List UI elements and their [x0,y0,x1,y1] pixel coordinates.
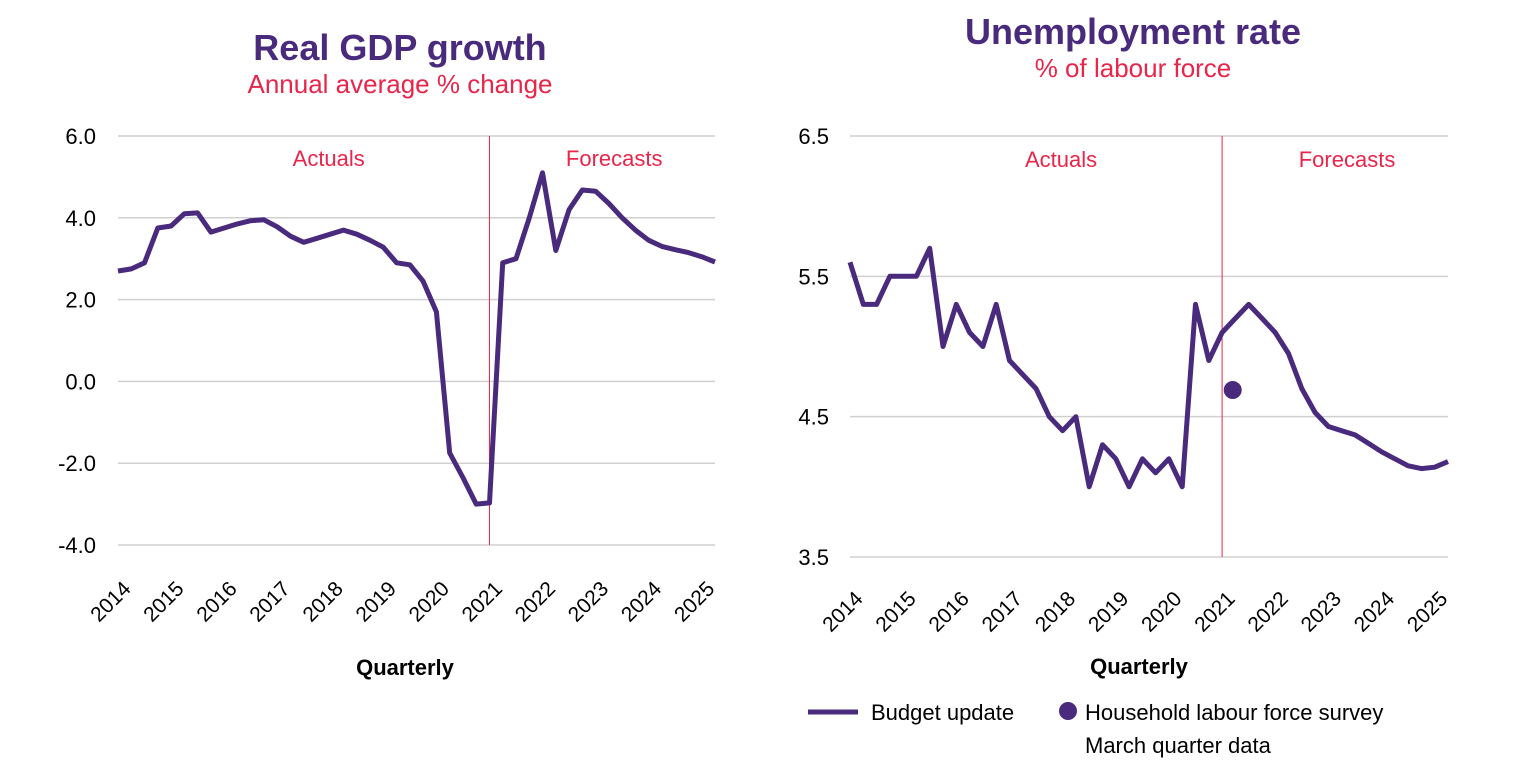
un-x-tick-label: 2014 [818,587,868,637]
un-x-tick-label: 2019 [1084,587,1133,636]
gdp-y-tick-label: -4.0 [58,533,96,558]
un-x-tick-label: 2023 [1297,587,1346,636]
gdp-x-tick-label: 2023 [564,577,613,626]
legend-label-budget-update: Budget update [871,700,1014,725]
gdp-y-tick-label: 0.0 [65,369,96,394]
un-y-tick-label: 5.5 [798,264,829,289]
gdp-x-tick-label: 2016 [192,577,241,626]
un-x-tick-label: 2024 [1350,587,1400,637]
unemployment-x-axis: 2014 2015 2016 2017 2018 2019 2020 2021 2022 2023… [818,587,1452,637]
un-series-line [847,245,1449,490]
unemployment-forecasts-label: Forecasts [1299,147,1396,172]
un-survey-point [1223,381,1242,400]
gdp-x-axis: 2014 2015 2016 2017 2018 2019 2020 2021 2022 2023… [86,577,719,627]
legend-dot-swatch [1059,702,1077,720]
un-y-tick-label: 4.5 [798,405,829,430]
un-x-tick-label: 2025 [1403,587,1452,636]
unemployment-gridlines [850,135,1448,558]
gdp-chart-subtitle: Annual average % change [247,69,552,99]
unemployment-chart-subtitle: % of labour force [1035,53,1232,83]
unemployment-chart: Unemployment rate % of labour force 6.5 5… [798,11,1452,758]
un-x-tick-label: 2022 [1243,587,1292,636]
gdp-chart-title: Real GDP growth [253,27,546,68]
un-y-tick-label: 6.5 [798,124,829,149]
gdp-x-tick-label: 2024 [617,577,667,627]
un-x-tick-label: 2017 [978,587,1027,636]
unemployment-y-axis: 6.5 5.5 4.5 3.5 [798,124,829,570]
gdp-x-tick-label: 2018 [299,577,348,626]
un-x-tick-label: 2016 [925,587,974,636]
gdp-gridlines [118,135,715,546]
gdp-x-tick-label: 2019 [352,577,401,626]
unemployment-x-axis-label: Quarterly [1090,654,1189,679]
gdp-forecasts-label: Forecasts [566,146,663,171]
un-x-tick-label: 2020 [1137,587,1186,636]
unemployment-legend: Budget update Household labour force sur… [808,700,1383,758]
gdp-y-tick-label: 4.0 [65,206,96,231]
unemployment-chart-title: Unemployment rate [965,11,1301,52]
gdp-chart: Real GDP growth Annual average % change … [58,27,719,680]
gdp-x-tick-label: 2017 [245,577,294,626]
un-x-tick-label: 2021 [1190,587,1239,636]
gdp-x-tick-label: 2021 [458,577,507,626]
gdp-series-line [117,170,716,507]
gdp-y-axis: 6.0 4.0 2.0 0.0 -2.0 -4.0 [58,124,96,558]
legend-label-household-survey-line2: March quarter data [1085,733,1272,758]
gdp-x-tick-label: 2022 [511,577,560,626]
gdp-y-tick-label: 6.0 [65,124,96,149]
gdp-x-tick-label: 2025 [670,577,719,626]
gdp-actuals-label: Actuals [293,146,365,171]
gdp-x-tick-label: 2015 [139,577,188,626]
un-y-tick-label: 3.5 [798,545,829,570]
unemployment-actuals-label: Actuals [1025,147,1097,172]
gdp-y-tick-label: -2.0 [58,451,96,476]
gdp-x-tick-label: 2020 [405,577,454,626]
un-x-tick-label: 2018 [1031,587,1080,636]
gdp-series [117,170,716,507]
unemployment-series [847,245,1449,490]
legend-label-household-survey: Household labour force survey [1085,700,1383,725]
gdp-x-axis-label: Quarterly [356,655,455,680]
gdp-x-tick-label: 2014 [86,577,136,627]
gdp-y-tick-label: 2.0 [65,288,96,313]
un-x-tick-label: 2015 [871,587,920,636]
